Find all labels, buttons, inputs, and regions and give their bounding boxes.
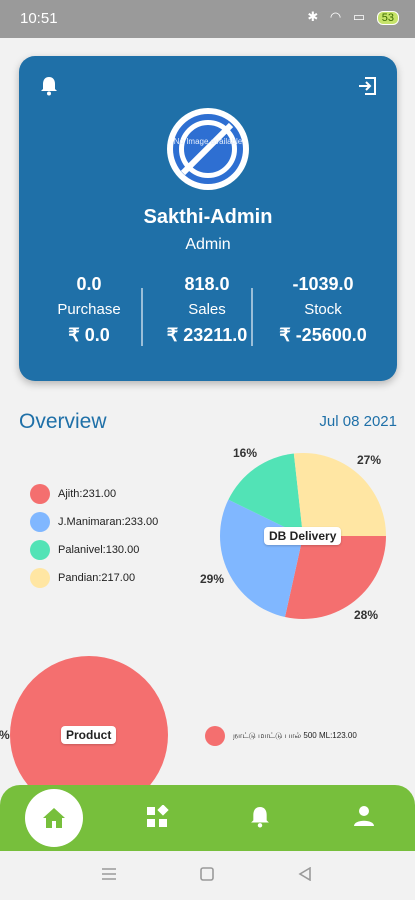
nav-home-button[interactable] [25,789,83,847]
stat-value: 818.0 [184,274,230,294]
profile-icon[interactable] [353,805,375,827]
stat-purchase[interactable]: 0.0 Purchase ₹ 0.0 [27,274,151,346]
legend-label: நாட்டு மாட்டு பால் 500 ML:123.00 [233,731,357,740]
product-percent-label: % [0,728,10,742]
overview-title: Overview [19,410,107,433]
legend-item: J.Manimaran:233.00 [30,508,158,536]
pie-percent-label: 28% [354,608,379,622]
status-icons: ✱ ◠ ▭ 53 [307,9,399,25]
product-center-label: Product [61,726,117,744]
home-icon [43,808,65,828]
stat-label: Stock [304,301,342,318]
legend-dot [30,484,50,504]
legend-item: Palanivel:130.00 [30,536,158,564]
legend-label: Palanivel:130.00 [58,544,140,556]
db-delivery-pie-chart [220,453,386,619]
notification-bell-icon[interactable] [40,76,58,101]
stat-label: Purchase [57,301,121,318]
dashboard-icon[interactable] [145,805,169,829]
stat-label: Sales [188,301,226,318]
pie-percent-label: 16% [233,446,258,460]
legend-label: Ajith:231.00 [58,488,117,500]
db-delivery-center-label: DB Delivery [264,527,342,545]
user-role: Admin [185,236,231,253]
stat-amount: ₹ 23211.0 [166,325,248,345]
legend-item: Ajith:231.00 [30,480,158,508]
bottom-navigation [0,785,415,851]
stat-value: 0.0 [76,274,102,294]
menu-icon[interactable] [101,867,117,881]
notification-icon[interactable] [250,805,270,829]
stat-stock[interactable]: -1039.0 Stock ₹ -25600.0 [253,274,393,346]
home-square-icon[interactable] [200,867,214,881]
status-time: 10:51 [20,10,58,27]
legend-dot [205,726,225,746]
legend-label: J.Manimaran:233.00 [58,516,159,528]
user-name: Sakthi-Admin [143,206,273,228]
overview-date[interactable]: Jul 08 2021 [319,413,397,430]
legend-dot [30,568,50,588]
product-legend-item: நாட்டு மாட்டு பால் 500 ML:123.00 [205,726,357,746]
no-image-icon: No Image available [173,114,243,184]
pie-percent-label: 27% [357,453,382,467]
stat-sales[interactable]: 818.0 Sales ₹ 23211.0 [145,274,269,346]
avatar-placeholder-text: No Image available [173,137,243,146]
db-delivery-legend: Ajith:231.00 J.Manimaran:233.00 Palanive… [30,480,158,592]
legend-dot [30,540,50,560]
battery-icon: 53 [376,11,399,25]
legend-item: Pandian:217.00 [30,564,158,592]
status-icon-glyphs: ✱ ◠ ▭ [307,9,370,24]
logout-icon[interactable] [357,76,377,101]
avatar[interactable]: No Image available [167,108,249,190]
stat-amount: ₹ -25600.0 [279,325,367,345]
pie-slice-pandian[interactable] [293,453,386,536]
pie-slice-palanivel[interactable] [228,453,303,536]
system-navigation-bar [0,851,415,900]
stat-divider [251,288,253,346]
pie-percent-label: 29% [200,572,225,586]
stat-divider [141,288,143,346]
pie-slice-ajith[interactable] [284,536,386,619]
back-icon[interactable] [298,867,312,881]
stat-value: -1039.0 [292,274,354,294]
legend-dot [30,512,50,532]
status-bar: 10:51 ✱ ◠ ▭ 53 [0,0,415,38]
legend-label: Pandian:217.00 [58,572,136,584]
profile-card: No Image available Sakthi-Admin Admin 0.… [19,56,397,381]
stat-amount: ₹ 0.0 [68,325,110,345]
